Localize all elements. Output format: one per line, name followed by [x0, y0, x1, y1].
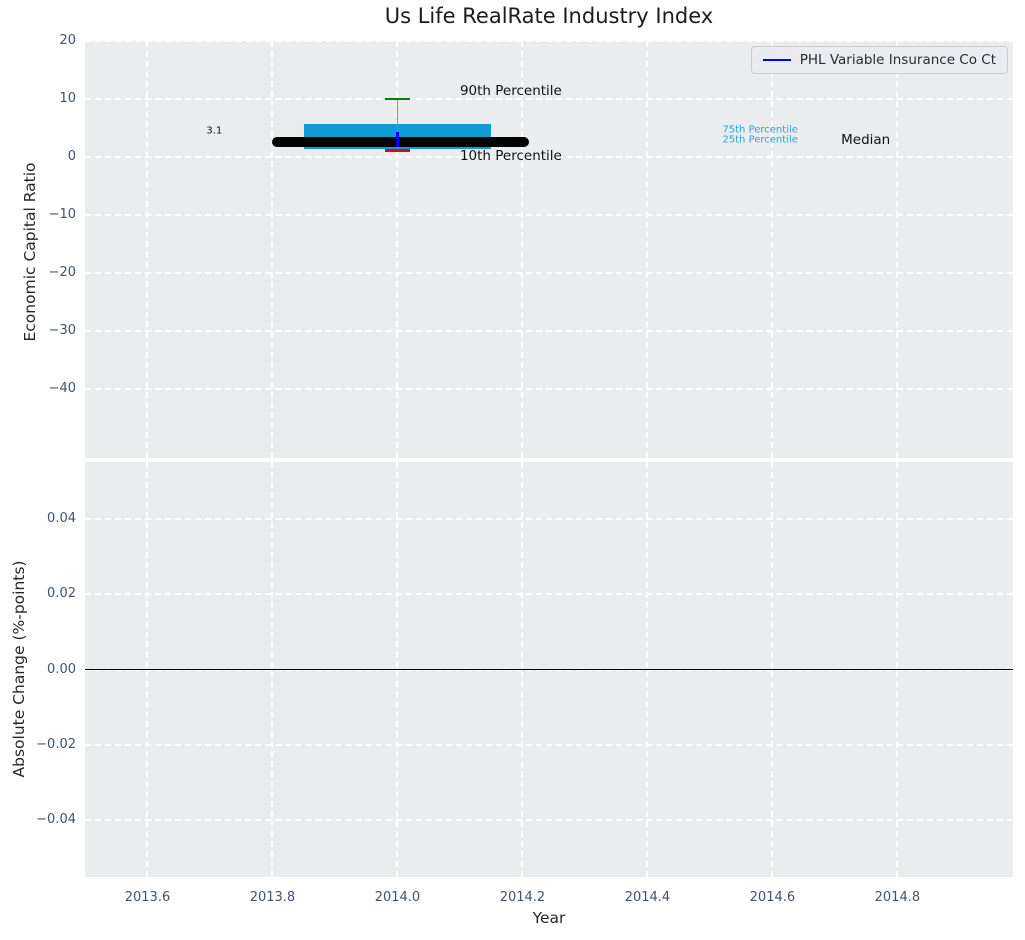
gridline-y--20	[85, 271, 1013, 274]
ytick-top-−10: −10	[48, 206, 76, 222]
gridline-y--30	[85, 329, 1013, 332]
gridline-y--0.04	[85, 819, 1013, 822]
xtick-2014.0: 2014.0	[374, 890, 421, 905]
ytick-top-10: 10	[59, 90, 76, 106]
annotation-25th-percentile: 25th Percentile	[722, 134, 798, 146]
ytick-top-−40: −40	[48, 380, 76, 396]
gridline-x-2014.4	[646, 41, 649, 458]
legend-label: PHL Variable Insurance Co Ct	[799, 52, 996, 68]
p10-cap	[384, 149, 410, 152]
gridline-y-20	[85, 40, 1013, 42]
gridline-y--0.02	[85, 743, 1013, 746]
gridline-y-0	[85, 155, 1013, 158]
ytick-top-20: 20	[59, 33, 76, 48]
gridline-x-2013.8	[271, 41, 274, 458]
gridline-y--40	[85, 387, 1013, 390]
ytick-top-0: 0	[67, 148, 76, 164]
x-axis-label: Year	[532, 909, 566, 927]
p90-cap	[384, 97, 410, 101]
top-plot-area: PHL Variable Insurance Co Ct 3.1 90th Per…	[85, 40, 1013, 458]
gridline-x-2014.8	[896, 41, 899, 458]
chart-title: Us Life RealRate Industry Index	[384, 4, 714, 28]
gridline-y--10	[85, 213, 1013, 216]
xtick-2014.2: 2014.2	[499, 890, 546, 905]
annotation-75th-percentile: 75th Percentile	[722, 124, 798, 136]
xtick-2013.8: 2013.8	[249, 890, 296, 905]
gridline-x-2013.6	[146, 41, 149, 458]
gridline-y-10	[85, 97, 1013, 100]
xtick-2013.6: 2013.6	[124, 890, 171, 905]
gridline-x-2014.2	[521, 41, 524, 458]
bottom-plot-area	[85, 462, 1013, 877]
gridline-y-0.04	[85, 517, 1013, 520]
whisker-line	[396, 98, 399, 151]
median-line	[272, 136, 529, 147]
annotation-median: Median	[841, 132, 891, 149]
annotation-90th-percentile: 90th Percentile	[459, 83, 562, 100]
annotation-10th-percentile: 10th Percentile	[459, 148, 562, 165]
ytick-top-−20: −20	[48, 264, 76, 280]
annotation-3-1: 3.1	[206, 125, 223, 137]
company-point-marker	[395, 131, 400, 147]
gridline-x-2014	[396, 41, 399, 458]
xtick-2014.4: 2014.4	[624, 890, 671, 905]
legend-line-swatch	[762, 59, 791, 61]
y-axis-label-top: Economic Capital Ratio	[21, 162, 39, 342]
zero-line	[85, 668, 1013, 671]
gridline-x-2014.6	[771, 41, 774, 458]
gridline-y-0.02	[85, 593, 1013, 596]
ytick-bottom-−0.04: −0.04	[36, 812, 76, 828]
ytick-top-−30: −30	[48, 322, 76, 338]
xtick-2014.8: 2014.8	[874, 890, 921, 905]
ytick-bottom-0.04: 0.04	[47, 510, 76, 526]
xtick-2014.6: 2014.6	[749, 890, 796, 905]
ytick-bottom-0.00: 0.00	[47, 661, 76, 677]
ytick-bottom-−0.02: −0.02	[36, 736, 76, 752]
legend: PHL Variable Insurance Co Ct	[750, 46, 1008, 74]
ytick-bottom-0.02: 0.02	[47, 586, 76, 602]
